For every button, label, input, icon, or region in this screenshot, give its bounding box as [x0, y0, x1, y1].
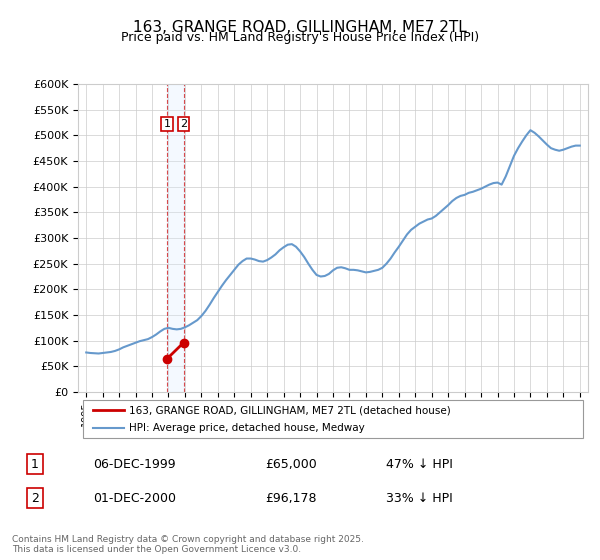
- Text: Contains HM Land Registry data © Crown copyright and database right 2025.
This d: Contains HM Land Registry data © Crown c…: [12, 535, 364, 554]
- Text: 2: 2: [31, 492, 39, 505]
- Text: Price paid vs. HM Land Registry's House Price Index (HPI): Price paid vs. HM Land Registry's House …: [121, 31, 479, 44]
- Text: £65,000: £65,000: [265, 458, 317, 470]
- Text: 33% ↓ HPI: 33% ↓ HPI: [386, 492, 453, 505]
- Text: 1: 1: [31, 458, 39, 470]
- Text: 06-DEC-1999: 06-DEC-1999: [92, 458, 175, 470]
- Text: 163, GRANGE ROAD, GILLINGHAM, ME7 2TL (detached house): 163, GRANGE ROAD, GILLINGHAM, ME7 2TL (d…: [129, 405, 451, 415]
- Text: 2: 2: [180, 119, 187, 129]
- Text: 1: 1: [164, 119, 170, 129]
- Text: 163, GRANGE ROAD, GILLINGHAM, ME7 2TL: 163, GRANGE ROAD, GILLINGHAM, ME7 2TL: [133, 20, 467, 35]
- Text: £96,178: £96,178: [265, 492, 317, 505]
- Bar: [167, 84, 184, 392]
- Text: HPI: Average price, detached house, Medway: HPI: Average price, detached house, Medw…: [129, 423, 365, 433]
- Text: 01-DEC-2000: 01-DEC-2000: [92, 492, 176, 505]
- Text: 47% ↓ HPI: 47% ↓ HPI: [386, 458, 453, 470]
- FancyBboxPatch shape: [83, 400, 583, 437]
